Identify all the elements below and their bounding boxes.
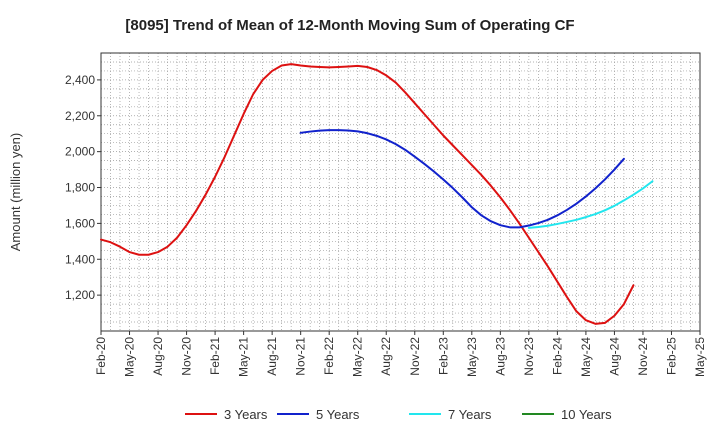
legend: 3 Years 5 Years 7 Years 10 Years — [185, 407, 612, 422]
x-tick-label: Nov-20 — [180, 337, 194, 376]
y-tick-label: 2,200 — [65, 109, 95, 123]
x-tick-label: May-22 — [351, 337, 365, 377]
x-tick-label: Nov-21 — [294, 337, 308, 376]
x-axis-ticks: Feb-20 May-20 Aug-20 Nov-20 Feb-21 May-21 Aug-… — [94, 331, 707, 377]
y-tick-label: 1,800 — [65, 181, 95, 195]
gridlines — [101, 53, 700, 331]
y-tick-label: 1,400 — [65, 252, 95, 266]
x-tick-label: Aug-22 — [379, 337, 393, 376]
x-tick-label: Feb-25 — [664, 337, 678, 375]
x-tick-label: May-21 — [237, 337, 251, 377]
legend-label: 5 Years — [316, 407, 360, 422]
x-tick-label: Nov-22 — [408, 337, 422, 376]
x-tick-label: May-20 — [123, 337, 137, 377]
y-tick-label: 2,000 — [65, 145, 95, 159]
series-line-7-years — [527, 180, 654, 229]
plot-frame — [100, 52, 701, 332]
legend-label: 7 Years — [448, 407, 492, 422]
x-tick-label: Feb-24 — [550, 337, 564, 375]
y-tick-label: 1,600 — [65, 216, 95, 230]
chart-title: [8095] Trend of Mean of 12-Month Moving … — [125, 17, 574, 34]
series-layer — [100, 63, 654, 325]
x-tick-label: Aug-24 — [607, 337, 621, 376]
x-tick-label: Aug-23 — [493, 337, 507, 376]
x-tick-label: May-23 — [465, 337, 479, 377]
series-line-3-years — [100, 63, 635, 325]
x-tick-label: Aug-20 — [151, 337, 165, 376]
x-tick-label: May-24 — [579, 337, 593, 377]
legend-label: 10 Years — [561, 407, 612, 422]
y-tick-label: 2,400 — [65, 73, 95, 87]
x-tick-label: Feb-22 — [322, 337, 336, 375]
series-line-5-years — [299, 129, 625, 229]
legend-label: 3 Years — [224, 407, 268, 422]
x-tick-label: Aug-21 — [265, 337, 279, 376]
x-tick-label: Feb-21 — [208, 337, 222, 375]
y-tick-label: 1,200 — [65, 288, 95, 302]
x-tick-label: Feb-20 — [94, 337, 108, 375]
x-tick-label: Feb-23 — [436, 337, 450, 375]
x-tick-label: Nov-24 — [636, 337, 650, 376]
x-tick-label: May-25 — [693, 337, 707, 377]
y-axis-label: Amount (million yen) — [8, 133, 23, 252]
x-tick-label: Nov-23 — [522, 337, 536, 376]
y-axis-ticks: 1,200 1,400 1,600 1,800 2,000 2,200 2,400 — [65, 73, 101, 302]
